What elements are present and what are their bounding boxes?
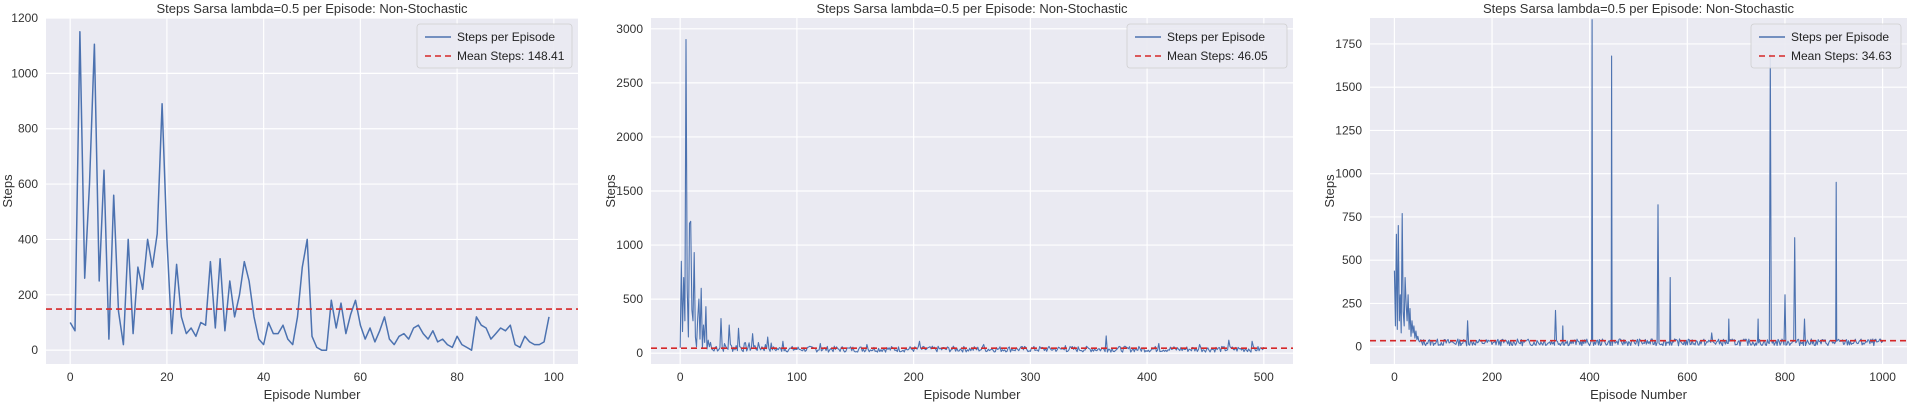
y-tick-label: 0 — [636, 346, 643, 360]
y-tick-label: 1000 — [616, 238, 643, 252]
legend-label-steps: Steps per Episode — [1791, 30, 1889, 44]
y-tick-label: 2500 — [616, 76, 643, 90]
x-tick-label: 400 — [1580, 370, 1600, 384]
y-tick-label: 600 — [18, 177, 38, 191]
legend-box — [1750, 23, 1902, 69]
chart-left: 0 200 400 600 800 1000 1200 0 20 40 60 80 100 Steps S… — [0, 1, 578, 402]
chart-right: 0 250 500 750 1000 1250 1500 1750 0 200 400 600 800 1… — [1322, 1, 1907, 402]
legend-label-steps: Steps per Episode — [1167, 30, 1265, 44]
y-tick-label: 500 — [623, 292, 643, 306]
plot-area — [1370, 18, 1907, 364]
x-tick-label: 100 — [787, 370, 807, 384]
y-tick-label: 1000 — [1335, 167, 1362, 181]
x-tick-label: 800 — [1775, 370, 1795, 384]
x-tick-label: 200 — [1482, 370, 1502, 384]
y-tick-label: 400 — [18, 232, 38, 246]
steps-series-line — [69, 31, 550, 351]
y-tick-label: 1500 — [1335, 80, 1362, 94]
x-tick-label: 20 — [160, 370, 174, 384]
y-tick-label: 200 — [18, 288, 38, 302]
y-tick-label: 0 — [31, 343, 38, 357]
y-tick-label: 1200 — [11, 11, 38, 25]
x-tick-label: 0 — [1391, 370, 1398, 384]
x-tick-label: 300 — [1020, 370, 1040, 384]
y-axis-label: Steps — [0, 174, 15, 208]
y-tick-label: 800 — [18, 122, 38, 136]
x-tick-label: 0 — [677, 370, 684, 384]
y-tick-label: 0 — [1355, 340, 1362, 354]
x-axis-label: Episode Number — [924, 387, 1021, 402]
chart-title: Steps Sarsa lambda=0.5 per Episode: Non-… — [816, 1, 1128, 16]
y-tick-label: 2000 — [616, 130, 643, 144]
y-tick-label: 500 — [1342, 253, 1362, 267]
y-tick-label: 1000 — [11, 66, 38, 80]
x-axis-label: Episode Number — [1590, 387, 1687, 402]
legend-box — [416, 23, 573, 69]
legend-label-mean: Mean Steps: 34.63 — [1791, 49, 1892, 63]
x-axis-label: Episode Number — [264, 387, 361, 402]
y-tick-label: 250 — [1342, 296, 1362, 310]
y-tick-label: 1750 — [1335, 37, 1362, 51]
x-tick-label: 80 — [450, 370, 464, 384]
x-tick-label: 60 — [354, 370, 368, 384]
x-tick-label: 600 — [1677, 370, 1697, 384]
y-tick-label: 1500 — [616, 184, 643, 198]
plot-area — [46, 18, 578, 364]
chart-title: Steps Sarsa lambda=0.5 per Episode: Non-… — [156, 1, 468, 16]
y-tick-label: 3000 — [616, 22, 643, 36]
x-tick-label: 1000 — [1869, 370, 1896, 384]
y-tick-label: 1250 — [1335, 123, 1362, 137]
legend-box — [1126, 23, 1288, 69]
y-tick-label: 750 — [1342, 210, 1362, 224]
y-axis-label: Steps — [603, 174, 618, 208]
x-tick-label: 100 — [544, 370, 564, 384]
legend-label-steps: Steps per Episode — [457, 30, 555, 44]
x-tick-label: 0 — [67, 370, 74, 384]
x-tick-label: 200 — [904, 370, 924, 384]
x-tick-label: 40 — [257, 370, 271, 384]
steps-series-line — [1393, 19, 1884, 347]
legend-label-mean: Mean Steps: 46.05 — [1167, 49, 1268, 63]
x-tick-label: 400 — [1137, 370, 1157, 384]
chart-title: Steps Sarsa lambda=0.5 per Episode: Non-… — [1483, 1, 1795, 16]
chart-middle: 0 500 1000 1500 2000 2500 3000 0 100 200 300 400 500… — [603, 1, 1293, 402]
x-tick-label: 500 — [1254, 370, 1274, 384]
legend-label-mean: Mean Steps: 148.41 — [457, 49, 565, 63]
y-axis-label: Steps — [1322, 174, 1337, 208]
